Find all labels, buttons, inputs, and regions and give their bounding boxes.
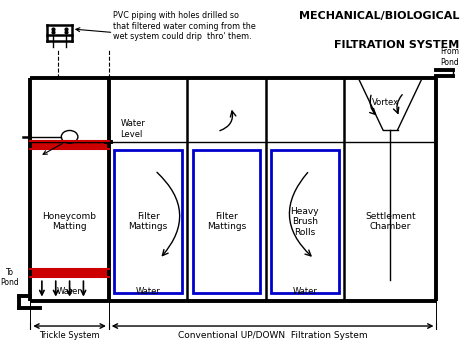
Text: Heavy
Brush
Rolls: Heavy Brush Rolls <box>291 207 319 236</box>
Text: Water: Water <box>57 287 82 296</box>
Bar <box>271 150 338 294</box>
Bar <box>30 141 109 149</box>
Text: To
Pond: To Pond <box>0 268 19 287</box>
Text: Settlement
Chamber: Settlement Chamber <box>365 212 416 231</box>
Text: Water: Water <box>292 287 317 296</box>
Text: PVC piping with holes drilled so
that filtered water coming from the
wet system : PVC piping with holes drilled so that fi… <box>113 11 256 41</box>
Text: FILTRATION SYSTEM: FILTRATION SYSTEM <box>334 40 459 50</box>
Text: Filter
Mattings: Filter Mattings <box>207 212 246 231</box>
Text: Water
Level: Water Level <box>120 119 145 138</box>
Text: From
Pond: From Pond <box>440 48 459 67</box>
Text: MECHANICAL/BIOLOGICAL: MECHANICAL/BIOLOGICAL <box>299 11 459 21</box>
Bar <box>193 150 260 294</box>
Text: Honeycomb
Matting: Honeycomb Matting <box>43 212 97 231</box>
Text: Conventional UP/DOWN  Filtration System: Conventional UP/DOWN Filtration System <box>178 331 367 340</box>
Text: Filter
Mattings: Filter Mattings <box>128 212 168 231</box>
Text: Water: Water <box>136 287 161 296</box>
Bar <box>114 150 182 294</box>
Bar <box>30 269 109 277</box>
Text: Vortex: Vortex <box>372 98 399 107</box>
Text: Trickle System: Trickle System <box>39 331 100 340</box>
